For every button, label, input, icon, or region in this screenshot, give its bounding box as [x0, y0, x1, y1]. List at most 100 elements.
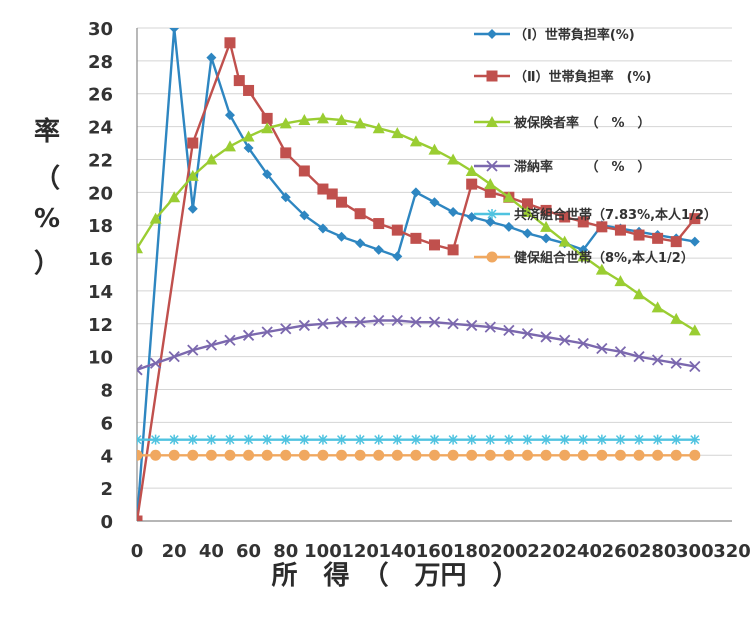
y-tick-label: 16 [88, 249, 113, 270]
y-axis-title-char: 率 [34, 116, 60, 147]
data-point [689, 449, 701, 461]
grid [137, 27, 732, 489]
legend-label: 滞納率 （ % ） [514, 159, 651, 175]
data-point [137, 449, 143, 461]
data-point [186, 169, 199, 181]
data-point [578, 434, 589, 445]
data-point [205, 153, 218, 165]
y-tick-label: 8 [100, 381, 113, 402]
data-point [578, 244, 589, 255]
data-point [596, 434, 607, 445]
data-point [280, 147, 292, 159]
y-tick-label: 28 [88, 52, 113, 73]
data-point [205, 339, 218, 351]
data-point [317, 434, 328, 445]
data-point [503, 221, 514, 232]
data-point [298, 114, 311, 126]
data-point [298, 165, 310, 177]
data-point [633, 449, 645, 461]
data-point [298, 449, 310, 461]
legend-item: （Ⅰ）世帯負担率(%) [474, 27, 635, 43]
data-point [187, 137, 199, 149]
data-point [298, 319, 310, 332]
data-point [466, 449, 478, 461]
data-point [577, 250, 590, 262]
data-point [688, 324, 701, 336]
data-point [558, 235, 571, 247]
data-point [243, 449, 255, 461]
data-point [243, 434, 254, 445]
data-point [559, 434, 570, 445]
data-point [633, 351, 645, 363]
data-point [336, 231, 347, 242]
data-point [150, 449, 162, 461]
data-point [428, 143, 441, 155]
data-point [689, 213, 701, 225]
y-axis-title-char: % [34, 204, 60, 234]
data-point [595, 263, 608, 275]
data-point [169, 434, 180, 445]
data-point [137, 364, 143, 376]
data-point [485, 216, 496, 227]
data-point [466, 319, 478, 332]
data-point [428, 316, 441, 328]
data-point [373, 434, 384, 445]
data-point [670, 357, 682, 369]
x-tick-label: 160 [416, 541, 454, 562]
y-tick-label: 18 [88, 216, 113, 237]
legend-marker [487, 29, 497, 39]
data-point [429, 449, 440, 461]
data-point [354, 449, 366, 461]
y-tick-label: 12 [88, 315, 113, 336]
legend-label: 共済組合世帯（7.83%,本人1/2） [514, 207, 717, 223]
data-point [335, 114, 348, 126]
legend-label: 健保組合世帯（8%,本人1/2） [514, 250, 694, 266]
data-point [317, 449, 329, 461]
data-point [243, 84, 255, 96]
x-tick-label: 300 [676, 541, 714, 562]
data-point [447, 449, 459, 461]
data-point [335, 316, 348, 328]
data-point [577, 337, 589, 350]
x-tick-label: 0 [131, 541, 144, 562]
y-axis-title: 率 （% ） [34, 116, 60, 279]
data-point [205, 449, 217, 461]
data-point [410, 434, 421, 445]
data-point [484, 186, 496, 198]
data-point [233, 75, 245, 87]
y-tick-label: 0 [100, 512, 113, 533]
data-point [354, 117, 367, 129]
data-point [614, 449, 626, 461]
data-point [316, 112, 329, 124]
x-axis-title: 所 得 （ 万円 ） [271, 561, 518, 591]
data-point [261, 112, 273, 124]
data-point [541, 434, 552, 445]
data-point [503, 449, 515, 461]
data-point [317, 223, 328, 234]
data-point [522, 228, 533, 239]
data-point [410, 316, 422, 328]
y-tick-label: 26 [88, 85, 113, 106]
legend-marker [486, 116, 498, 127]
legend-marker [487, 209, 497, 219]
data-point [671, 434, 682, 445]
data-point [168, 351, 180, 363]
data-point [596, 449, 608, 461]
data-point [652, 434, 663, 445]
data-point [261, 326, 273, 338]
data-point [410, 232, 422, 244]
data-point [392, 251, 403, 262]
data-point [448, 207, 459, 218]
data-point [633, 288, 646, 300]
data-point [577, 216, 589, 228]
series-3 [137, 112, 701, 336]
data-point [280, 192, 291, 203]
legend-item: （Ⅱ）世帯負担率 (%) [474, 69, 651, 85]
data-point [633, 229, 645, 241]
data-point [614, 275, 627, 287]
data-point [373, 449, 385, 461]
data-point [651, 301, 664, 313]
data-point [615, 434, 626, 445]
